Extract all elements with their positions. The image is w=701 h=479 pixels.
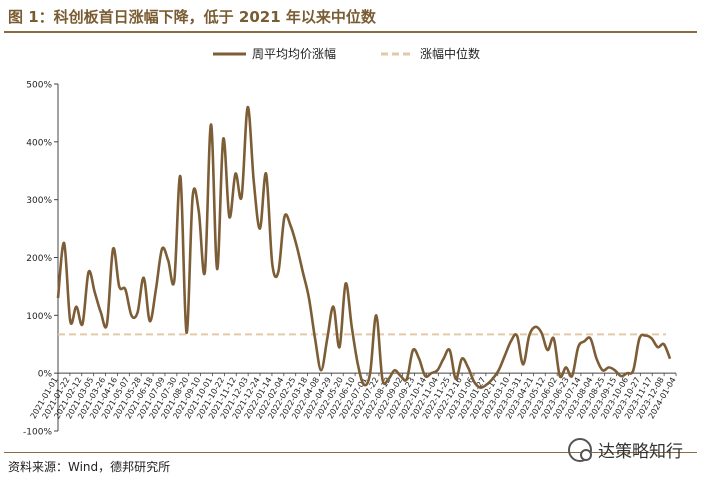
- y-tick-label: 300%: [26, 196, 52, 206]
- y-tick-label: 500%: [26, 81, 52, 91]
- y-tick-label: 200%: [26, 254, 52, 264]
- x-axis-ticks: 2021-01-012021-01-222021-02-122021-03-05…: [29, 373, 678, 420]
- legend-label-median: 涨幅中位数: [420, 46, 480, 61]
- source-note: 资料来源：Wind，德邦研究所: [8, 460, 171, 474]
- y-tick-label: 0%: [38, 370, 53, 380]
- y-tick-label: -100%: [23, 428, 52, 438]
- y-axis-ticks: -100% 0% 100% 200% 300% 400% 500%: [23, 81, 58, 438]
- watermark-text: 达策略知行: [598, 442, 683, 462]
- source-rule: [4, 452, 697, 453]
- line-chart: -100% 0% 100% 200% 300% 400% 500% 2021-01-0120…: [23, 46, 678, 438]
- series-layer: [56, 105, 672, 389]
- chart-legend: 周平均均价涨幅 涨幅中位数: [213, 46, 480, 61]
- y-tick-label: 400%: [26, 138, 52, 148]
- y-tick-label: 100%: [26, 312, 52, 322]
- series-line-weekly-avg: [56, 105, 672, 389]
- figure-title: 图 1：科创板首日涨幅下降，低于 2021 年以来中位数: [8, 8, 376, 26]
- legend-label-weekly-avg: 周平均均价涨幅: [252, 46, 336, 61]
- watermark: 达策略知行: [568, 437, 683, 462]
- title-rule: [4, 31, 697, 33]
- wechat-icon: [568, 437, 592, 462]
